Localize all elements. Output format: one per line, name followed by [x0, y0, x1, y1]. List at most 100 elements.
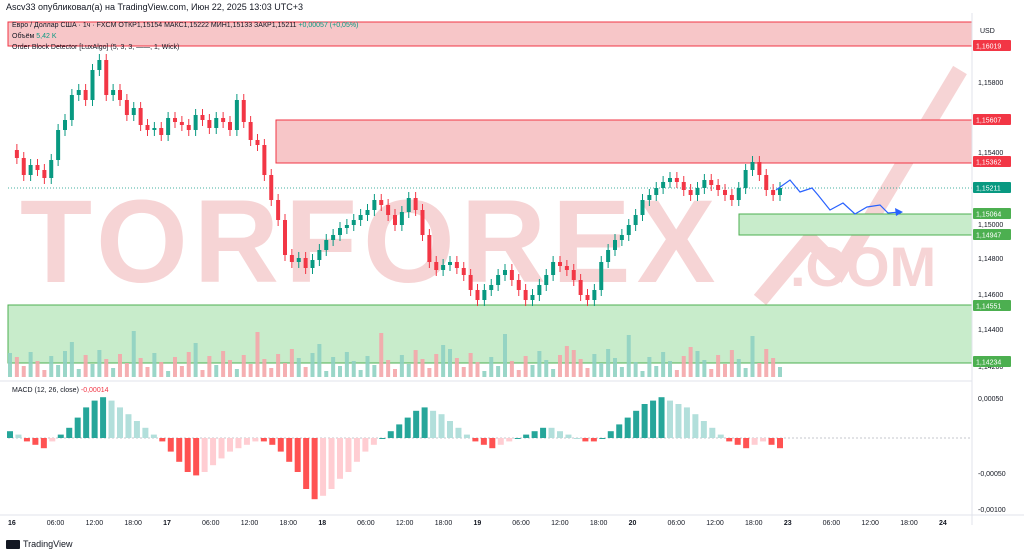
candle-body [468, 275, 473, 290]
candle-body [90, 70, 95, 100]
volume-bar [303, 367, 308, 377]
macd-bar [480, 438, 487, 445]
macd-tick-label: -0,00100 [978, 507, 1006, 514]
macd-bar [447, 421, 453, 438]
candle-body [221, 118, 226, 122]
symbol-legend[interactable]: Евро / Доллар США · 1ч · FXCM ОТКР1,1515… [12, 22, 358, 29]
candle-body [35, 165, 40, 170]
indicator-legend[interactable]: Order Block Detector [LuxAlgo] (5, 3, 3,… [12, 44, 179, 51]
macd-bar [235, 438, 242, 449]
price-tick-label: 1,14200 [978, 364, 1003, 371]
macd-bar [734, 438, 741, 445]
volume-bar [324, 371, 329, 377]
candle-body [723, 190, 727, 195]
candle-body [489, 285, 494, 290]
volume-bar [365, 356, 370, 377]
macd-bar [353, 438, 360, 462]
volume-bar [681, 356, 686, 377]
candle-body [461, 268, 466, 275]
candle-body [331, 235, 336, 240]
volume-bar [420, 359, 425, 377]
volume-bar [331, 357, 336, 377]
volume-bar [76, 369, 81, 377]
candle-body [434, 262, 439, 270]
candle-body [551, 262, 556, 275]
volume-bar [489, 357, 494, 377]
candle-body [674, 178, 679, 182]
projection-arrow-icon [895, 208, 903, 216]
macd-bar [489, 438, 496, 449]
time-tick-label: 06:00 [202, 520, 220, 527]
candle-body [619, 235, 624, 240]
macd-bar [497, 438, 504, 445]
candle-body [56, 130, 61, 160]
volume-legend[interactable]: Объём 5,42 K [12, 33, 57, 40]
candle-body [193, 115, 198, 130]
macd-bar [590, 438, 597, 442]
macd-bar [286, 438, 293, 462]
candle-body [716, 185, 721, 190]
candle-body [228, 122, 232, 130]
volume-bar [413, 350, 418, 377]
candle-body [475, 290, 480, 300]
macd-bar [700, 421, 707, 438]
candle-body [406, 198, 411, 212]
tradingview-logo[interactable]: TradingView [6, 539, 73, 549]
price-marker-badge [973, 114, 1011, 125]
macd-value: -0,00014 [80, 387, 109, 394]
time-tick-label: 18:00 [124, 520, 142, 527]
volume-bar [104, 359, 109, 377]
macd-bar [624, 417, 631, 438]
time-tick-label: 18:00 [590, 520, 608, 527]
candle-body [750, 162, 755, 170]
macd-bar [201, 438, 208, 472]
volume-bar [241, 355, 246, 377]
time-tick-label: 12:00 [861, 520, 879, 527]
candle-body [778, 188, 782, 195]
macd-bar [683, 407, 690, 438]
price-chart[interactable]: TORFOREX .COMUSD1,158001,154001,150001,14… [0, 13, 1024, 542]
price-tick-label: 1,14400 [978, 327, 1003, 334]
candle-body [626, 225, 631, 235]
volume-bar [83, 355, 88, 377]
candle-body [283, 220, 287, 255]
volume-bar [668, 361, 672, 377]
time-tick-label: 12:00 [551, 520, 569, 527]
volume-value: 5,42 K [36, 33, 57, 40]
macd-legend[interactable]: MACD (12, 26, close) -0,00014 [12, 387, 109, 394]
macd-bar [438, 414, 445, 438]
price-marker-label: 1,16019 [976, 44, 1001, 51]
macd-tick-label: -0,00050 [978, 471, 1006, 478]
time-tick-label: 16 [8, 520, 16, 527]
macd-bar [117, 407, 123, 438]
macd-bar [252, 438, 259, 442]
price-marker-badge [973, 208, 1011, 219]
volume-bar [131, 331, 136, 377]
candle-body [104, 60, 109, 95]
candle-body [764, 175, 769, 190]
candle-body [530, 295, 535, 300]
macd-bar [167, 438, 174, 452]
volume-bar [166, 371, 171, 377]
macd-zero-bg [973, 433, 1011, 443]
macd-bar [210, 438, 217, 466]
macd-bar [658, 397, 665, 438]
candle-body [138, 108, 143, 125]
indicator-name: Order Block Detector [LuxAlgo] (5, 3, 3,… [12, 44, 180, 51]
volume-bar [729, 350, 734, 377]
macd-bar [23, 438, 30, 442]
volume-bar [633, 362, 638, 377]
volume-bar [310, 353, 315, 377]
candle-body [592, 290, 597, 300]
time-tick-label: 17 [163, 520, 171, 527]
volume-bar [200, 370, 205, 377]
candle-body [399, 212, 404, 225]
candle-body [599, 262, 604, 290]
candle-body [482, 290, 487, 300]
volume-bar [709, 369, 714, 377]
macd-bar [159, 438, 166, 442]
price-marker-label: 1,15211 [976, 186, 1001, 193]
candle-body [365, 210, 370, 215]
macd-bar [32, 438, 39, 445]
candle-body [654, 188, 659, 195]
